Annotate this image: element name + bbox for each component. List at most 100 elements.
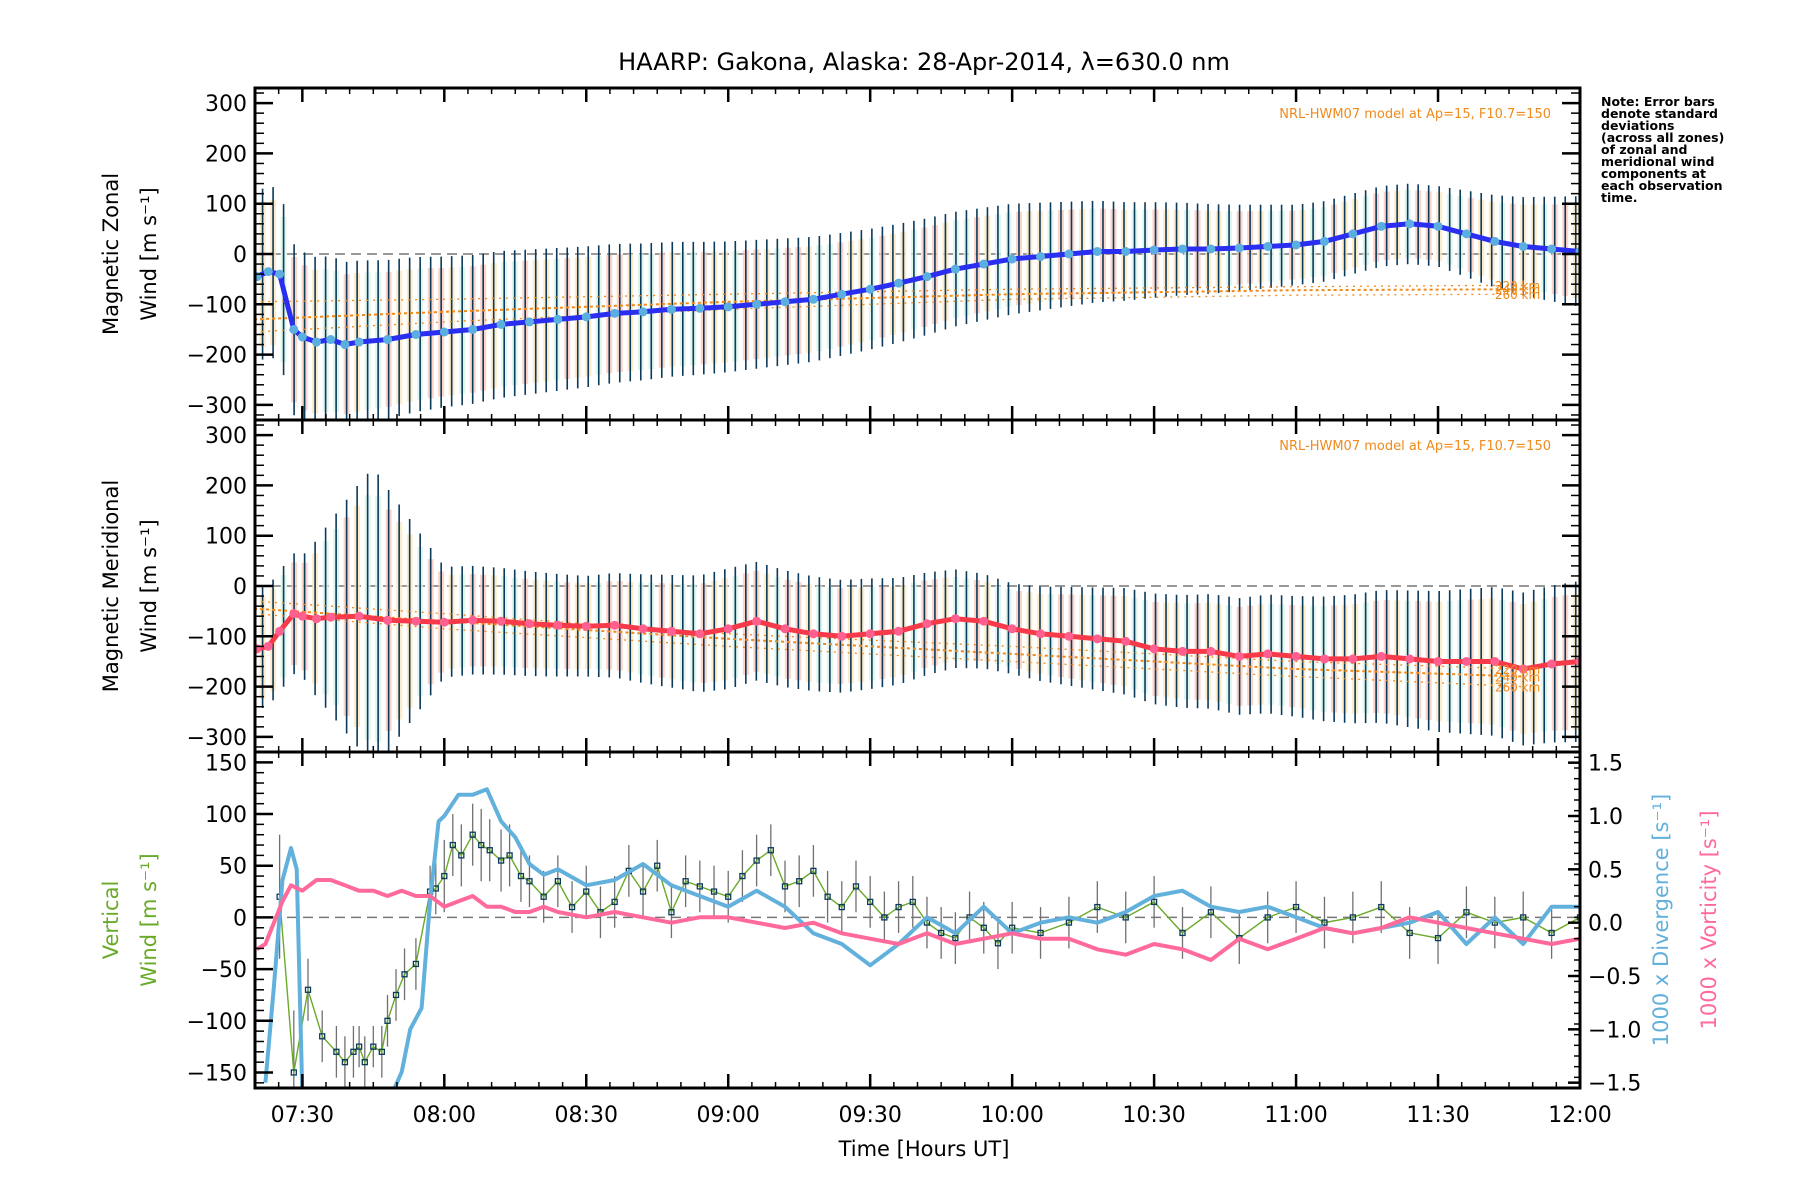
mean-wind-point	[468, 324, 478, 334]
y-tick-label: −300	[187, 726, 247, 751]
y-tick-label: 300	[205, 424, 247, 449]
vertical-wind-point	[1179, 929, 1186, 937]
x-tick-label: 10:30	[1122, 1103, 1185, 1128]
mean-wind-point	[312, 614, 322, 624]
vertical-wind-point	[1207, 909, 1215, 916]
vertical-wind-point	[710, 888, 718, 895]
mean-wind-point	[1007, 254, 1017, 264]
model-label: NRL-HWM07 model at Ap=15, F10.7=150	[1279, 107, 1551, 122]
mean-wind-point	[979, 259, 989, 269]
mean-wind-point	[263, 267, 273, 277]
y2-tick-label: −1.0	[1588, 1018, 1641, 1043]
vertical-wind-point	[1520, 914, 1527, 921]
y-tick-label: −100	[187, 293, 247, 318]
plot-area-zonal	[255, 183, 1580, 420]
mean-wind-point	[524, 619, 534, 629]
x-tick-label: 12:00	[1548, 1103, 1611, 1128]
y-tick-label: −100	[187, 625, 247, 650]
vertical-wind-point	[1548, 929, 1555, 937]
mean-wind-point	[1433, 656, 1443, 666]
vertical-wind-point	[1491, 919, 1498, 926]
vertical-wind-point	[554, 878, 562, 885]
vertical-wind-point	[333, 1048, 340, 1055]
x-tick-label: 08:00	[413, 1103, 476, 1128]
x-tick-label: 11:30	[1406, 1103, 1469, 1128]
mean-wind-point	[638, 307, 648, 317]
mean-wind-point	[723, 624, 733, 634]
mean-wind-point	[837, 289, 847, 299]
model-height-label: 260 km	[1495, 288, 1540, 302]
mean-wind-point	[524, 317, 534, 327]
vertical-wind-point	[412, 960, 420, 968]
hwm07-model-line	[255, 600, 1524, 670]
mean-wind-point	[780, 297, 790, 307]
vertical-wind-point	[370, 1043, 377, 1050]
y-tick-label: −150	[187, 1061, 247, 1086]
mean-wind-point	[638, 624, 648, 634]
vertical-wind-point	[486, 847, 493, 854]
model-height-label: 240 km	[1495, 671, 1540, 685]
x-tick-label: 07:30	[271, 1103, 334, 1128]
mean-wind-point	[922, 272, 932, 282]
x-tick-label: 10:00	[980, 1103, 1043, 1128]
mean-wind-point	[752, 299, 762, 309]
y-tick-label: −200	[187, 344, 247, 369]
vertical-wind-point	[867, 898, 874, 906]
mean-wind-point	[1234, 243, 1244, 253]
vertical-wind-point	[1349, 914, 1357, 921]
vertical-wind-point	[384, 1017, 391, 1024]
hwm07-model-line	[255, 293, 1524, 333]
mean-wind-point	[1291, 651, 1301, 661]
mean-wind-point	[1121, 636, 1131, 646]
mean-wind-point	[275, 626, 285, 636]
mean-wind-point	[865, 284, 875, 294]
vertical-wind-point	[458, 852, 465, 859]
vertical-wind-line	[278, 833, 1580, 1073]
vertical-wind-point	[1008, 924, 1016, 931]
mean-wind-point	[297, 332, 307, 342]
x-tick-label: 09:30	[838, 1103, 901, 1128]
mean-wind-point	[1547, 659, 1557, 669]
vertical-wind-point	[469, 831, 476, 838]
mean-wind-point	[1461, 656, 1471, 666]
vertical-wind-point	[980, 924, 987, 931]
model-height-label: 220 km	[1495, 663, 1540, 677]
mean-wind-point	[1036, 629, 1046, 639]
mean-wind-point	[808, 629, 818, 639]
vertical-wind-point	[540, 893, 547, 900]
y-axis-title: Vertical	[99, 881, 123, 960]
vertical-wind-point	[378, 1048, 385, 1055]
vertical-wind-point	[526, 878, 533, 885]
x-tick-label: 09:00	[697, 1103, 760, 1128]
mean-wind-point	[1206, 646, 1216, 656]
vertical-wind-point	[938, 929, 945, 937]
y-tick-label: 0	[233, 906, 247, 931]
vertical-wind-point	[725, 893, 732, 900]
mean-wind-point	[1405, 219, 1415, 229]
vertical-wind-point	[1292, 903, 1300, 911]
divergence-axis-title: 1000 x Divergence [s⁻¹]	[1649, 794, 1673, 1046]
mean-wind-point	[865, 629, 875, 639]
model-height-label: 220 km	[1495, 279, 1540, 293]
vertical-wind-point	[1150, 898, 1158, 906]
vertical-wind-point	[449, 841, 456, 849]
y-tick-label: 300	[205, 92, 247, 117]
vertical-wind-point	[1321, 919, 1328, 926]
y2-tick-label: −0.5	[1588, 965, 1641, 990]
mean-wind-point	[610, 308, 620, 318]
mean-wind-point	[1433, 221, 1443, 231]
vertical-wind-point	[1378, 903, 1385, 911]
vertical-wind-point	[753, 857, 760, 864]
mean-wind-point	[1234, 651, 1244, 661]
mean-wind-point	[1263, 649, 1273, 659]
vertical-wind-point	[1463, 909, 1470, 916]
vertical-wind-point	[506, 852, 513, 859]
mean-wind-point	[610, 620, 620, 630]
mean-wind-point	[979, 616, 989, 626]
vertical-wind-point	[852, 883, 860, 890]
mean-wind-line	[255, 221, 1580, 347]
vertical-wind-point	[781, 883, 789, 890]
hwm07-model-line	[255, 288, 1524, 321]
mean-wind-point	[340, 340, 350, 350]
